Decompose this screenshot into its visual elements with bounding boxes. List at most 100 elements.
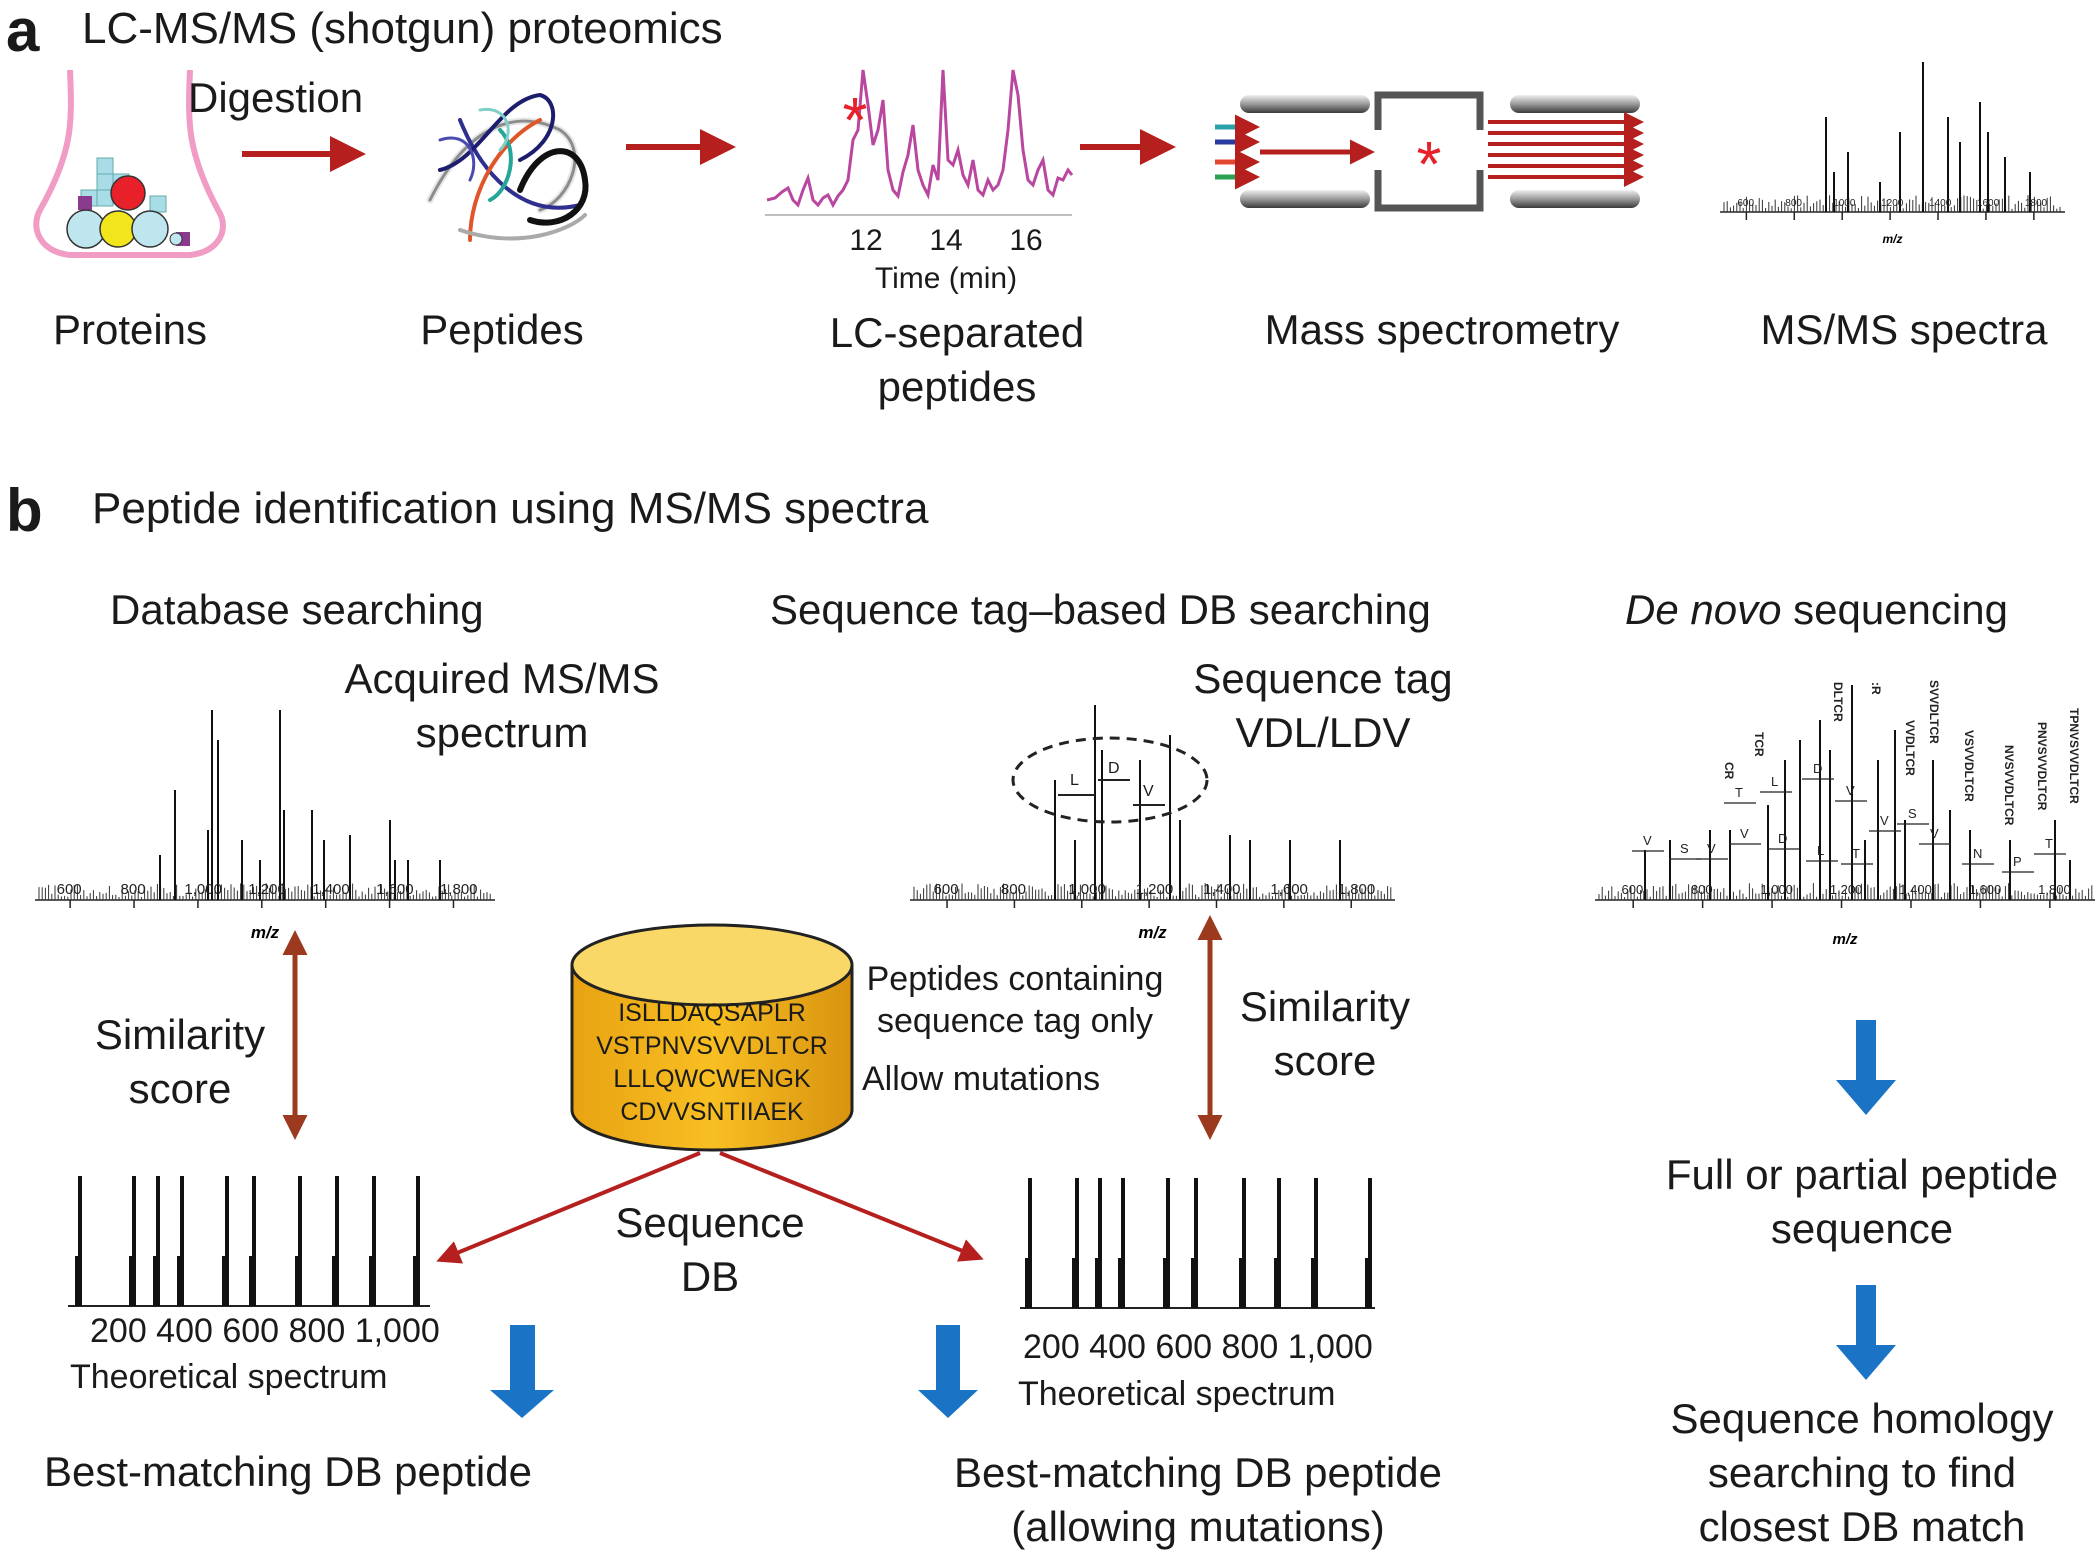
fragment-label: DLTCR <box>1831 682 1845 722</box>
residue-label: L <box>1771 774 1778 789</box>
tag-letter-d: D <box>1108 760 1120 777</box>
tick-label: 1,400 <box>312 881 350 898</box>
theo-label-2: Theoretical spectrum <box>1018 1375 1336 1413</box>
result-db-peptide: Best-matching DB peptide <box>44 1448 532 1495</box>
stage-peptides: Peptides <box>420 306 584 353</box>
residue-label: D <box>1813 761 1822 776</box>
tag-letter-v: V <box>1143 783 1154 800</box>
db-sequence: CDVVSNTIIAEK <box>620 1098 804 1126</box>
lc-tick-16: 16 <box>1009 224 1043 257</box>
panel-a-letter: a <box>6 0 40 64</box>
tick-label: 1200 <box>1881 198 1904 209</box>
residue-label: P <box>2013 854 2022 869</box>
tick-label: 600 <box>57 881 82 898</box>
residue-label: V <box>1643 833 1652 848</box>
residue-label: T <box>1852 846 1860 861</box>
theoretical-spectrum-tag <box>1020 1178 1375 1309</box>
residue-label: S <box>1908 806 1917 821</box>
residue-label: V <box>1740 826 1749 841</box>
lc-chromatogram: * <box>765 69 1074 216</box>
blue-arrow-db-result <box>490 1325 554 1418</box>
theo-ticks-2: 200 400 600 800 1,000 <box>1023 1328 1373 1366</box>
tick-label: 600 <box>934 881 959 898</box>
tick-label: 1,000 <box>184 881 222 898</box>
sequence-db-label: Sequence DB <box>615 1199 805 1300</box>
db-sequence: VSTPNVSVVDLTCR <box>596 1032 828 1060</box>
tick-label: 1,800 <box>1338 881 1376 898</box>
col3-heading-rest: sequencing <box>1781 586 2008 633</box>
denovo-step-1: Full or partial peptide sequence <box>1665 1151 2059 1252</box>
residue-label: T <box>2045 836 2053 851</box>
tick-label: 1,200 <box>248 881 286 898</box>
similarity-score-2: Similarity score <box>1239 983 1411 1084</box>
residue-label: S <box>1680 841 1689 856</box>
acquired-ms-ms-spectrum: 600 800 1,000 1,200 1,400 1,600 1,800 m/z <box>35 710 495 942</box>
stage-mass-spectrometry: Mass spectrometry <box>1264 306 1620 353</box>
tick-label: 1,200 <box>1830 882 1863 897</box>
tick-label: 1,200 <box>1136 881 1174 898</box>
axis-label-mz: m/z <box>1138 923 1167 942</box>
arrow-db-to-theoretical-1 <box>436 1151 701 1264</box>
tick-label: 1800 <box>2025 198 2048 209</box>
lc-tick-14: 14 <box>929 224 963 257</box>
fragment-label: TCR <box>1752 732 1766 757</box>
protein-flask-icon <box>33 69 226 258</box>
tick-label: 1,800 <box>2038 882 2071 897</box>
peptides-tangle-icon <box>426 92 589 242</box>
lc-tick-12: 12 <box>849 224 883 257</box>
panel-b-title: Peptide identification using MS/MS spect… <box>92 484 929 533</box>
db-sequence: ISLLDAQSAPLR <box>618 999 806 1027</box>
mass-spectrometer-icon: * <box>1215 91 1644 212</box>
fragment-label: VVDLTCR <box>1903 720 1917 776</box>
residue-label: N <box>1973 846 1982 861</box>
tick-label: 600 <box>1621 882 1643 897</box>
db-sequence-list: ISLLDAQSAPLR VSTPNVSVVDLTCR LLLQWCWENGK … <box>592 997 832 1129</box>
axis-label-mz: m/z <box>1832 931 1858 948</box>
blue-arrow-denovo-1 <box>1836 1020 1896 1115</box>
tick-label: 1,000 <box>1068 881 1106 898</box>
tick-label: 1,000 <box>1760 882 1793 897</box>
sequence-tag-label: Sequence tag VDL/LDV <box>1193 655 1453 756</box>
residue-label: V <box>1930 826 1939 841</box>
lc-peak-star-icon: * <box>843 84 868 156</box>
denovo-step-2: Sequence homology searching to find clos… <box>1670 1395 2054 1550</box>
tick-label: 1,600 <box>1270 881 1308 898</box>
tick-label: 1,600 <box>1969 882 2002 897</box>
residue-label: D <box>1778 831 1787 846</box>
tag-letter-l: L <box>1070 772 1079 789</box>
stage-msms-spectra: MS/MS spectra <box>1760 306 2048 353</box>
residue-label: T <box>1735 785 1743 800</box>
residue-label: L <box>1817 843 1824 858</box>
blue-arrow-tag-result <box>918 1325 978 1418</box>
sequence-tag-arrows <box>1058 779 1165 806</box>
sequence-tag-highlight <box>1011 736 1209 824</box>
axis-label-mz: m/z <box>251 923 280 942</box>
tick-label: 1400 <box>1929 198 1952 209</box>
lc-axis-label: Time (min) <box>874 262 1018 295</box>
tick-label: 800 <box>1691 882 1713 897</box>
tick-label: 1,800 <box>440 881 478 898</box>
similarity-score-1: Similarity score <box>94 1011 266 1112</box>
panel-b-letter: b <box>6 477 43 544</box>
col3-heading: De novo sequencing <box>1625 586 2008 634</box>
fragment-label: :R <box>1869 682 1883 695</box>
fragment-label: CR <box>1722 762 1736 780</box>
arrow-db-to-theoretical-2 <box>719 1151 984 1262</box>
tick-label: 1,400 <box>1899 882 1932 897</box>
result-tag-peptide: Best-matching DB peptide (allowing mutat… <box>954 1449 1442 1550</box>
digestion-label: Digestion <box>188 74 364 121</box>
db-sequence: LLLQWCWENGK <box>613 1065 811 1093</box>
fragment-label: PNVSVVDLTCR <box>2035 722 2049 811</box>
tag-note-peptides: Peptides containing sequence tag only <box>866 960 1164 1040</box>
theo-label-1: Theoretical spectrum <box>70 1358 388 1396</box>
col1-heading: Database searching <box>110 586 484 633</box>
fragment-label: VSVVDLTCR <box>1962 730 1976 802</box>
axis-label-mz: m/z <box>1882 232 1902 246</box>
blue-arrow-denovo-2 <box>1836 1285 1896 1380</box>
collision-cell-star-icon: * <box>1417 128 1442 200</box>
fragment-label: SVVDLTCR <box>1927 680 1941 744</box>
ms-ms-spectrum-small: 600 800 1000 1200 1400 1600 1800 m/z <box>1720 62 2065 246</box>
residue-label: V <box>1880 813 1889 828</box>
